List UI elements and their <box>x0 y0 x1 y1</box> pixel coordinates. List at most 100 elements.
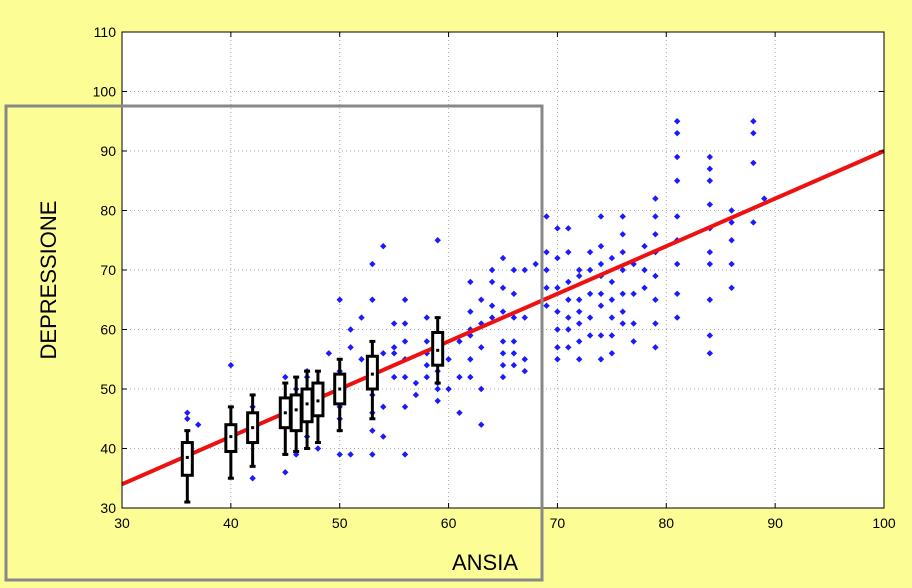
data-point <box>652 195 659 202</box>
data-point <box>369 427 376 434</box>
data-point <box>586 290 594 297</box>
data-point <box>630 320 637 327</box>
data-point <box>750 219 757 226</box>
y-tick-label: 80 <box>100 203 116 219</box>
box-plot <box>180 429 194 504</box>
data-point <box>630 290 637 297</box>
data-point <box>554 326 561 333</box>
data-point <box>510 314 518 321</box>
y-tick-label: 30 <box>100 500 116 516</box>
data-point <box>673 129 681 137</box>
data-point <box>706 296 714 303</box>
box-plot <box>333 357 347 433</box>
data-point <box>641 243 648 250</box>
data-point <box>706 201 714 208</box>
data-point <box>488 314 496 321</box>
data-point <box>554 284 561 292</box>
y-tick-label: 50 <box>100 381 116 397</box>
data-point <box>673 177 681 184</box>
data-point <box>467 356 474 363</box>
data-point <box>434 237 441 244</box>
data-point <box>390 344 398 351</box>
data-point <box>499 373 507 381</box>
data-point <box>554 308 561 315</box>
data-point <box>488 278 496 286</box>
box-median <box>283 411 287 415</box>
data-point <box>608 350 616 357</box>
data-point <box>728 237 735 244</box>
data-point <box>608 254 616 262</box>
data-point <box>652 320 659 327</box>
data-point <box>543 266 550 274</box>
data-point <box>576 338 583 345</box>
data-point <box>358 356 365 363</box>
box-median <box>316 399 320 403</box>
data-point <box>619 266 626 274</box>
data-point <box>336 451 343 458</box>
data-point <box>456 373 463 381</box>
data-point <box>706 350 714 357</box>
data-point <box>390 350 398 357</box>
box-body <box>289 393 303 433</box>
data-point <box>227 362 235 369</box>
data-point <box>478 421 485 428</box>
y-axis-title: DEPRESSIONE <box>36 201 61 360</box>
data-point <box>184 409 191 416</box>
data-point <box>728 207 735 214</box>
data-point <box>619 248 626 256</box>
data-point <box>619 231 626 238</box>
data-point <box>673 314 681 321</box>
data-point <box>380 403 387 411</box>
data-point <box>597 332 605 339</box>
box-plot <box>300 369 314 450</box>
data-point <box>576 356 583 363</box>
data-point <box>510 266 518 274</box>
data-point <box>401 338 409 345</box>
data-point <box>401 320 409 327</box>
data-point <box>358 314 365 321</box>
highlight-rectangle <box>4 104 544 582</box>
data-point <box>282 469 289 476</box>
data-point <box>641 284 648 292</box>
data-point <box>706 332 714 339</box>
y-tick-label: 90 <box>100 143 116 159</box>
data-point <box>576 266 583 274</box>
data-point <box>597 260 605 268</box>
box-plot <box>311 369 325 445</box>
data-point <box>456 338 463 345</box>
y-tick-label: 100 <box>93 84 117 100</box>
data-point <box>423 338 430 345</box>
box-plot <box>289 375 303 453</box>
data-point <box>249 475 256 482</box>
data-point <box>586 332 594 339</box>
x-tick-label: 100 <box>872 515 896 531</box>
data-point <box>728 219 735 226</box>
data-point <box>565 296 572 303</box>
data-point <box>554 225 561 232</box>
data-point <box>576 296 583 303</box>
data-point <box>750 118 757 125</box>
data-point <box>282 373 289 381</box>
data-point <box>619 308 626 315</box>
data-point <box>467 373 474 381</box>
data-point <box>401 373 409 381</box>
data-point <box>467 308 474 315</box>
data-point <box>576 320 583 327</box>
data-point <box>706 260 714 268</box>
data-point <box>184 415 191 422</box>
data-point <box>521 314 528 321</box>
y-tick-label: 40 <box>100 441 116 457</box>
data-point <box>576 308 583 315</box>
data-point <box>652 344 659 351</box>
data-point <box>586 248 594 256</box>
data-point <box>597 302 605 309</box>
data-point <box>706 153 714 161</box>
data-point <box>619 320 626 327</box>
data-point <box>597 213 605 220</box>
box-plot <box>365 339 379 421</box>
data-point <box>423 314 430 321</box>
data-point <box>586 266 594 274</box>
data-point <box>554 254 561 262</box>
x-tick-label: 50 <box>332 515 348 531</box>
